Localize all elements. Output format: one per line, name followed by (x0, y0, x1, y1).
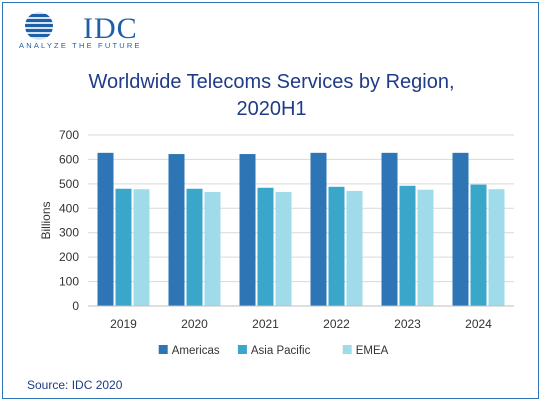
y-tick-label: 0 (72, 299, 79, 313)
bar-emea-2020 (204, 191, 221, 306)
bar-americas-2022 (310, 152, 327, 306)
bar-emea-2023 (417, 189, 434, 306)
y-axis-label: Billions (39, 201, 53, 239)
bar-asia-pacific-2024 (470, 184, 487, 306)
y-tick-label: 300 (59, 226, 79, 240)
y-tick-label: 500 (59, 177, 79, 191)
legend-swatch-americas (158, 345, 168, 354)
bar-americas-2019 (97, 152, 114, 306)
bar-asia-pacific-2022 (328, 186, 345, 306)
chart-title-line-2: 2020H1 (236, 98, 307, 120)
legend-label-americas: Americas (172, 345, 220, 357)
bar-asia-pacific-2019 (115, 188, 132, 306)
bar-emea-2021 (275, 191, 292, 306)
y-tick-label: 200 (59, 250, 79, 264)
bar-americas-2020 (168, 154, 185, 306)
y-tick-label: 100 (59, 275, 79, 289)
legend-swatch-emea (342, 345, 352, 354)
x-tick-label: 2020 (181, 317, 208, 331)
bar-asia-pacific-2023 (399, 185, 416, 306)
x-tick-label: 2024 (465, 317, 492, 331)
x-tick-label: 2022 (323, 317, 350, 331)
bar-emea-2022 (346, 190, 363, 306)
bar-americas-2024 (452, 152, 469, 306)
x-tick-label: 2019 (110, 317, 137, 331)
bar-americas-2021 (239, 154, 256, 306)
y-tick-label: 600 (59, 152, 79, 166)
logo-tagline: ANALYZE THE FUTURE (19, 41, 142, 50)
chart-frame: IDC ANALYZE THE FUTURE Worldwide Telecom… (2, 2, 539, 399)
chart-title: Worldwide Telecoms Services by Region, 2… (3, 69, 540, 123)
legend-label-emea: EMEA (356, 345, 389, 357)
y-tick-label: 700 (59, 128, 79, 142)
chart-title-line-1: Worldwide Telecoms Services by Region, (88, 71, 455, 93)
x-tick-label: 2023 (394, 317, 421, 331)
bar-asia-pacific-2021 (257, 187, 274, 306)
idc-logo: IDC ANALYZE THE FUTURE (17, 11, 157, 51)
y-tick-label: 400 (59, 201, 79, 215)
bar-americas-2023 (381, 152, 398, 306)
logo-name: IDC (83, 12, 138, 45)
bar-asia-pacific-2020 (186, 188, 203, 306)
legend-label-asia-pacific: Asia Pacific (251, 345, 311, 357)
bar-chart: 0 100 200 300 400 500 600 700 Billions 2019 2020 20… (39, 128, 514, 357)
legend-swatch-asia-pacific (237, 345, 247, 354)
source-note: Source: IDC 2020 (27, 378, 123, 392)
x-tick-label: 2021 (252, 317, 279, 331)
bar-emea-2024 (488, 189, 505, 306)
bar-emea-2019 (133, 189, 150, 306)
globe-icon (25, 12, 53, 40)
